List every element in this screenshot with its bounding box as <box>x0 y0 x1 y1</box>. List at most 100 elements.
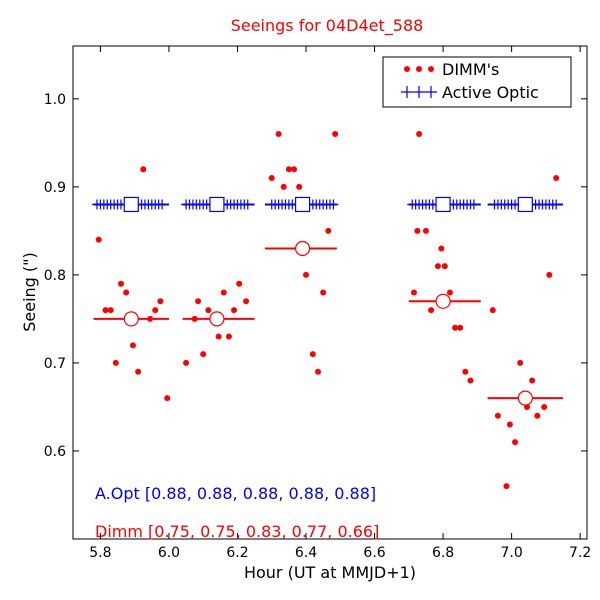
dimm-point <box>467 377 474 384</box>
dimm-point <box>296 183 303 190</box>
dimm-point <box>243 298 250 305</box>
dimm-median-marker <box>209 311 225 327</box>
legend-dimm-dot <box>416 66 422 72</box>
dimm-point <box>157 298 164 305</box>
dimm-point <box>541 403 548 410</box>
dimm-point <box>414 227 421 234</box>
y-tick-label: 0.7 <box>44 356 66 372</box>
dimm-point <box>275 131 282 138</box>
x-tick-label: 7.0 <box>500 545 522 561</box>
dimm-point <box>225 333 232 340</box>
dimm-median-marker <box>435 293 451 309</box>
dimm-point <box>462 368 469 375</box>
dimm-point <box>534 412 541 419</box>
dimm-point <box>231 307 238 314</box>
group-5 <box>487 175 564 490</box>
x-tick-label: 6.4 <box>295 545 317 561</box>
group-1 <box>91 166 171 402</box>
legend-dimm-dot <box>404 66 410 72</box>
group-4 <box>407 131 481 384</box>
dimm-point <box>195 298 202 305</box>
dimm-point <box>416 131 423 138</box>
dimm-point <box>457 324 464 331</box>
dimm-point <box>428 307 435 314</box>
dimm-point <box>102 307 109 314</box>
dimm-point <box>434 263 441 270</box>
dimm-point <box>117 280 124 287</box>
x-tick-label: 6.0 <box>158 545 180 561</box>
legend-dimm-dot <box>428 66 434 72</box>
y-axis-label: Seeing (") <box>20 252 39 332</box>
dimm-point <box>446 289 453 296</box>
dimm-point <box>291 166 298 173</box>
dimm-point <box>517 359 524 366</box>
dimm-median-marker <box>294 240 311 257</box>
aopt-median-marker <box>123 196 139 213</box>
aopt-annotation: A.Opt [0.88, 0.88, 0.88, 0.88, 0.88] <box>95 484 376 503</box>
y-tick-label: 1.0 <box>44 92 66 108</box>
dimm-point <box>410 289 417 296</box>
dimm-point <box>236 280 243 287</box>
dimm-point <box>422 227 429 234</box>
dimm-point <box>200 351 207 358</box>
x-tick-label: 6.2 <box>226 545 248 561</box>
dimm-point <box>438 245 445 252</box>
dimm-point <box>205 307 212 314</box>
dimm-point <box>506 421 513 428</box>
dimm-point <box>164 395 171 402</box>
x-axis-label: Hour (UT at MMJD+1) <box>244 563 416 582</box>
dimm-point <box>325 227 332 234</box>
y-tick-label: 0.6 <box>44 444 66 460</box>
dimm-point <box>135 368 142 375</box>
dimm-point <box>529 377 536 384</box>
y-tick-label: 0.8 <box>44 268 66 284</box>
dimm-point <box>332 131 339 138</box>
dimm-point <box>553 175 560 182</box>
aopt-median-marker <box>435 196 451 213</box>
dimm-point <box>303 271 310 278</box>
x-tick-label: 6.8 <box>432 545 454 561</box>
dimm-point <box>129 342 136 349</box>
legend-dimm-label: DIMM's <box>442 60 499 79</box>
dimm-point <box>152 307 159 314</box>
dimm-point <box>512 439 519 446</box>
legend-aopt-marker <box>401 86 437 98</box>
chart-title: Seeings for 04D4et_588 <box>231 16 424 36</box>
dimm-median-marker <box>123 311 139 327</box>
dimm-point <box>546 271 553 278</box>
aopt-median-marker <box>209 196 225 213</box>
dimm-point <box>285 166 292 173</box>
plot-frame <box>72 45 588 540</box>
dimm-point <box>268 175 275 182</box>
dimm-median-marker <box>517 390 533 406</box>
dimm-annotation: Dimm [0.75, 0.75, 0.83, 0.77, 0.66] <box>95 522 379 541</box>
dimm-point <box>441 263 448 270</box>
legend-box <box>382 56 572 108</box>
x-axis: 5.8 6.0 6.2 6.4 6.6 6.8 7.0 7.2 <box>89 46 591 561</box>
dimm-point <box>309 351 316 358</box>
dimm-point <box>280 183 287 190</box>
x-tick-label: 7.2 <box>569 545 591 561</box>
dimm-point <box>140 166 147 173</box>
aopt-median-marker <box>517 196 533 213</box>
legend: DIMM's Active Optic <box>382 56 572 108</box>
dimm-point <box>107 307 114 314</box>
y-axis: 0.6 0.7 0.8 0.9 1.0 <box>44 92 587 460</box>
group-3 <box>264 131 339 375</box>
group-2 <box>181 196 255 366</box>
dimm-point <box>183 359 190 366</box>
dimm-point <box>503 483 510 490</box>
dimm-point <box>123 289 130 296</box>
dimm-point <box>220 289 227 296</box>
x-tick-label: 6.6 <box>363 545 385 561</box>
legend-dimm-marker <box>404 66 434 72</box>
dimm-point <box>95 236 102 243</box>
dimm-point <box>320 289 327 296</box>
dimm-point <box>452 324 459 331</box>
series-layer <box>91 131 564 490</box>
aopt-median-marker <box>294 196 311 213</box>
y-tick-label: 0.9 <box>44 180 66 196</box>
dimm-point <box>315 368 322 375</box>
